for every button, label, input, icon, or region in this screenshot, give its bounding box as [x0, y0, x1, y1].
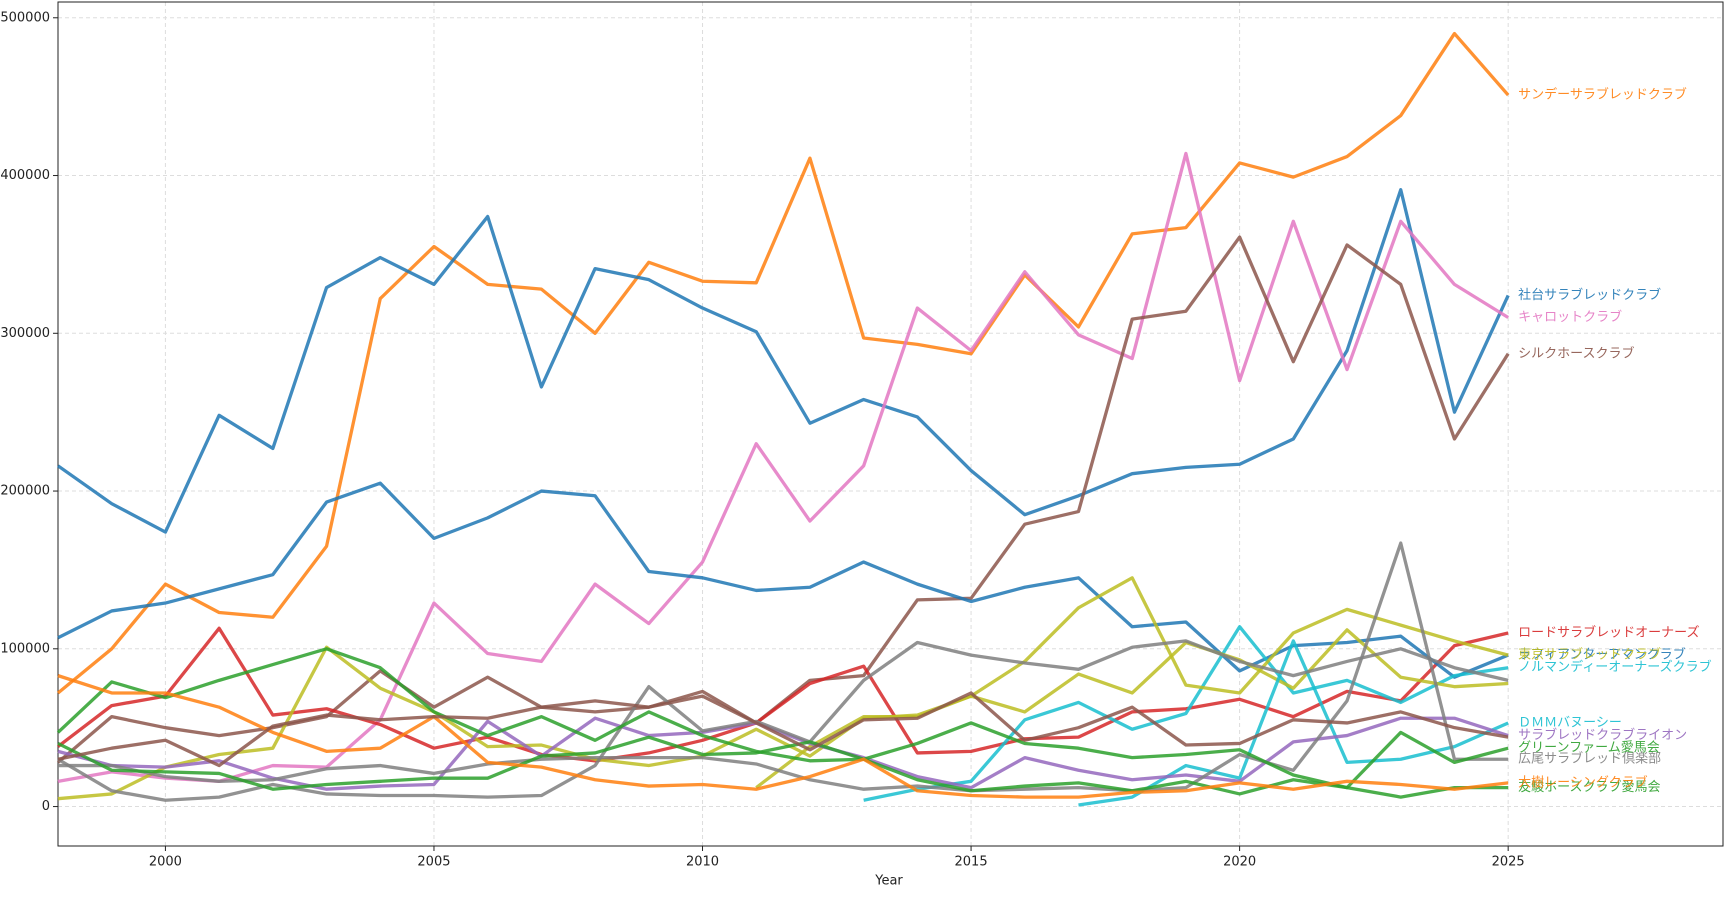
- y-tick-label: 100000: [0, 641, 50, 656]
- x-tick-label: 2025: [1492, 855, 1525, 870]
- y-tick-label: 0: [42, 799, 50, 814]
- y-tick-label: 200000: [0, 484, 50, 499]
- y-tick-label: 400000: [0, 168, 50, 183]
- plot-frame: [57, 1, 1724, 847]
- x-tick-label: 2020: [1223, 855, 1256, 870]
- series-line: [57, 674, 1509, 799]
- series-label: キャロットクラブ: [1518, 309, 1622, 325]
- series-label: ノルマンディーオーナーズクラブ: [1518, 659, 1711, 675]
- series-line: [56, 647, 1509, 790]
- series-label: ラフィアンターフマンクラブ: [1518, 647, 1685, 663]
- series-line: [58, 541, 1509, 793]
- series-line: [57, 188, 1510, 534]
- x-tick-label: 2005: [417, 855, 450, 870]
- series-line: [57, 639, 1509, 802]
- series-label: グリーンファーム愛馬会: [1518, 741, 1660, 756]
- x-axis-label: Year: [874, 874, 903, 889]
- x-tick-label: 2010: [686, 855, 719, 870]
- series-label: 友駿ホースクラブ愛馬会: [1518, 779, 1660, 795]
- series-label: 大樹レーシングクラブ: [1518, 774, 1647, 790]
- series-line: [56, 31, 1510, 695]
- series-label: ロードサラブレッドオーナーズ: [1518, 625, 1699, 641]
- series-label: 社台サラブレッドクラブ: [1518, 287, 1661, 303]
- series-line: [863, 625, 1509, 802]
- series-label: シルクホースクラブ: [1518, 345, 1634, 361]
- series-line: [57, 576, 1509, 801]
- series-label: サラブレッドクラブライオン: [1518, 727, 1687, 743]
- x-tick-label: 2000: [149, 855, 182, 870]
- series-label: ＤＭＭバヌーシー: [1518, 715, 1622, 730]
- series-line: [56, 235, 1510, 764]
- y-tick-label: 300000: [0, 326, 50, 341]
- series-line: [57, 691, 1509, 768]
- series-label: 広尾サラブレッド倶楽部: [1518, 751, 1661, 767]
- series-line: [755, 628, 1509, 789]
- x-tick-label: 2015: [955, 855, 988, 870]
- series-label: 東京サラブレッドクラブ: [1518, 647, 1661, 663]
- series-label: サンデーサラブレッドクラブ: [1518, 87, 1687, 103]
- y-tick-label: 500000: [0, 10, 50, 25]
